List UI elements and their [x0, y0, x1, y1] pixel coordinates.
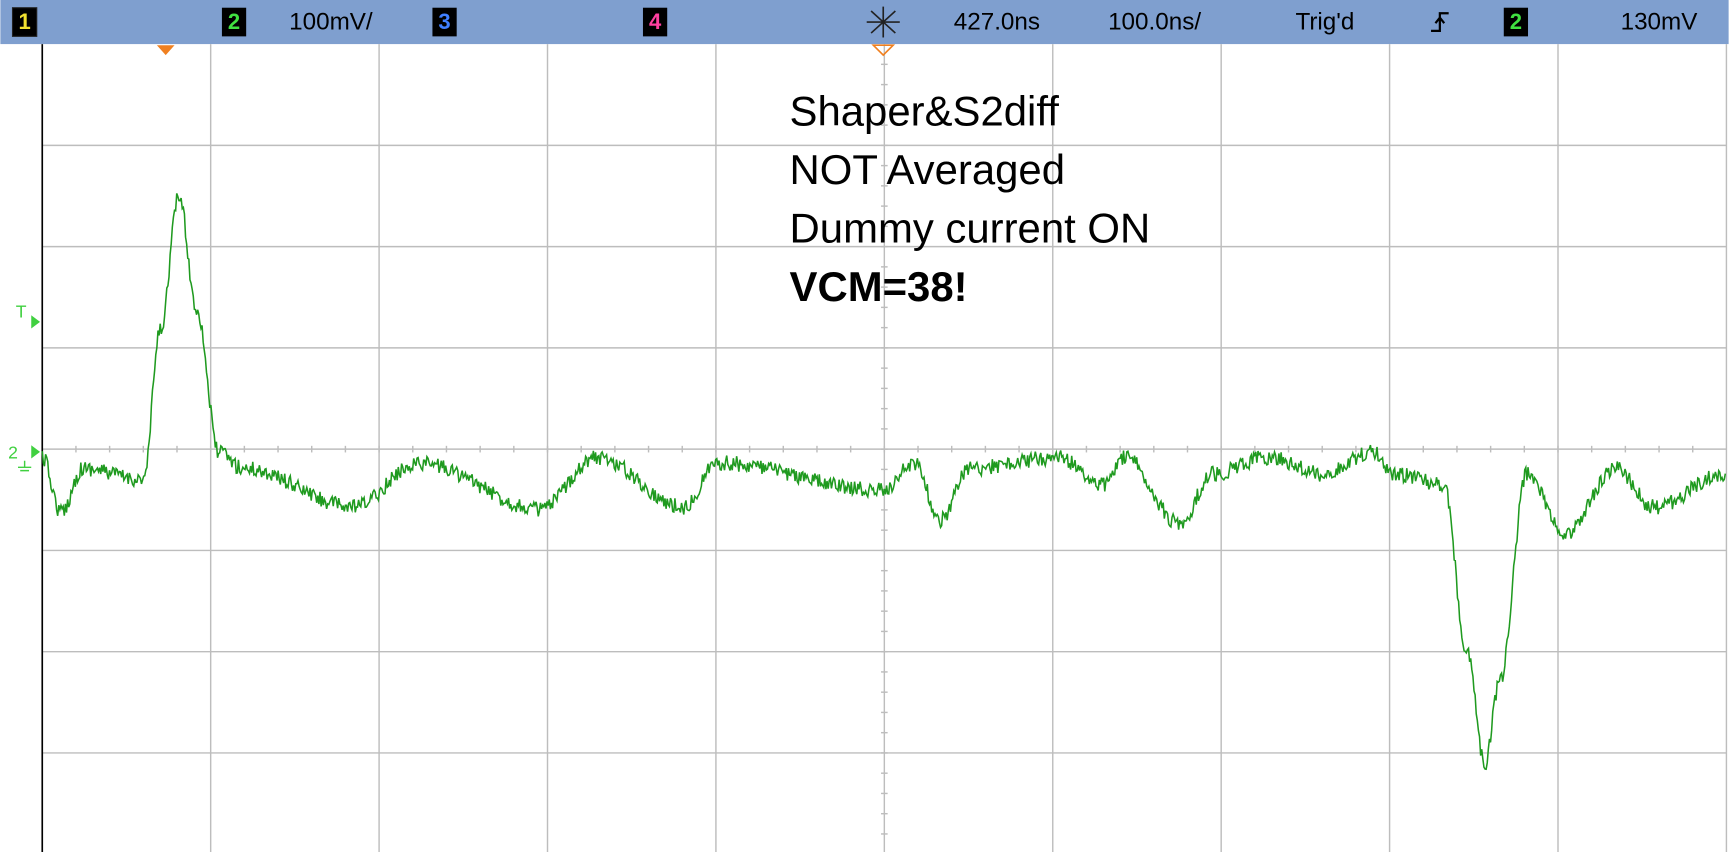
ground-symbol [18, 460, 32, 472]
trigger-position-marker [156, 45, 175, 56]
channel-2-scale: 100mV/ [289, 9, 373, 36]
ground-arrow [31, 445, 41, 459]
channel-1-badge[interactable] [11, 7, 38, 37]
graticule [42, 44, 1728, 852]
trigger-arrow [31, 315, 41, 329]
trigger-level-marker: T [16, 301, 27, 321]
time-delay: 427.0ns [954, 9, 1040, 36]
delay-marker [871, 44, 896, 57]
trigger-edge-icon [1431, 12, 1449, 32]
trigger-source: 2 [1510, 9, 1522, 34]
annotation-line: Shaper&S2diff [790, 88, 1060, 135]
trigger-source-badge[interactable] [1503, 7, 1529, 37]
ground-marker: 2 [8, 443, 18, 463]
trigger-level: 130mV [1621, 9, 1699, 36]
channel-4-badge[interactable] [642, 7, 668, 37]
waveform [41, 193, 1727, 771]
channel-4: 4 [649, 9, 662, 34]
annotation-emphasis: VCM=38! [790, 263, 968, 310]
acquire-icon [866, 6, 900, 38]
channel-1: 1 [18, 9, 30, 34]
annotation-line: Dummy current ON [790, 204, 1151, 251]
time-scale: 100.0ns/ [1108, 9, 1201, 36]
status-bar [0, 0, 1729, 45]
channel-3-badge[interactable] [432, 7, 457, 37]
annotation-line: NOT Averaged [790, 146, 1065, 193]
trigger-status: Trig'd [1295, 9, 1354, 36]
channel-3: 3 [438, 9, 450, 34]
channel-2-badge[interactable] [221, 7, 247, 37]
channel-2: 2 [228, 9, 240, 34]
